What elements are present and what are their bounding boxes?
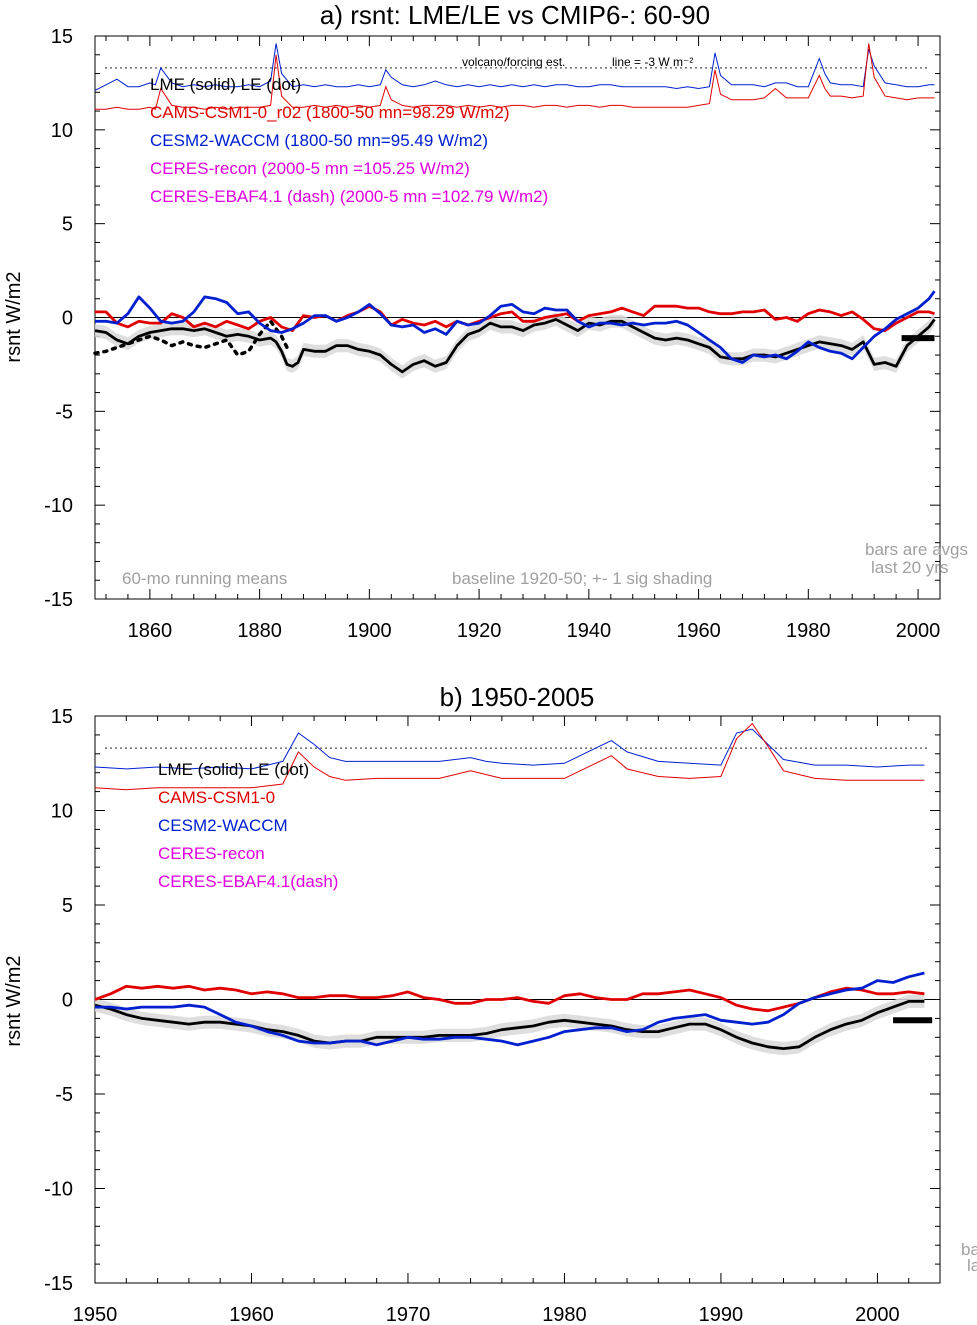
panel-b-series-lme-solid- (94, 1000, 925, 1050)
panel-a-legend-3: CERES-recon (2000-5 mn =105.25 W/m2) (150, 159, 470, 178)
panel-b-xtick-label: 1980 (542, 1304, 587, 1325)
panel-b-xtick-label: 1990 (699, 1304, 744, 1325)
panel-b-legend-2: CESM2-WACCM (158, 816, 288, 835)
panel-a-ytick-label: -5 (55, 401, 73, 423)
panel-a-xtick-label: 1920 (457, 620, 502, 642)
panel-a-running-note: 60-mo running means (122, 569, 287, 588)
panel-b-series-cams-csm1-0-forcing (94, 722, 925, 791)
panel-a-ytick-label: 0 (62, 308, 73, 330)
panel-b-series-cesm2-waccm-forcing (94, 728, 925, 770)
panel-a-legend-2: CESM2-WACCM (1800-50 mn=95.49 W/m2) (150, 131, 488, 150)
panel-b-xtick-label: 1970 (386, 1304, 431, 1325)
panel-a-ylabel: rsnt W/m2 (3, 271, 25, 362)
panel-b-ytick-label: -5 (55, 1084, 73, 1106)
panel-a-series-cesm2-waccm-forcing (94, 43, 935, 91)
panel-a-series-cams-csm1-0-forcing (95, 43, 935, 110)
panel-b-ytick-label: 5 (62, 895, 73, 917)
panel-b-ytick-label: -15 (44, 1273, 73, 1295)
panel-a-title: a) rsnt: LME/LE vs CMIP6-: 60-90 (320, 0, 710, 30)
panel-a-xtick-label: 1980 (786, 620, 831, 642)
panel-a-series-cams-csm1-0-r02 (95, 304, 935, 332)
panel-b-ytick-label: 0 (62, 990, 73, 1012)
panel-a-legend-4: CERES-EBAF4.1 (dash) (2000-5 mn =102.79 … (150, 187, 548, 206)
panel-a-xtick-label: 1960 (676, 620, 721, 642)
panel-b-ytick-label: -10 (44, 1179, 73, 1201)
panel-a-ytick-label: 5 (62, 214, 73, 236)
panel-a-xtick-label: 1860 (128, 620, 173, 642)
panel-a-legend-0: LME (solid) LE (dot) (150, 75, 301, 94)
panel-b-xtick-label: 2000 (855, 1304, 900, 1325)
panel-b: b) 1950-2005 rsnt W/m2 15 10 5 0 -5 -10 -15195… (3, 682, 977, 1325)
panel-b-title: b) 1950-2005 (440, 682, 595, 712)
panel-b-xtick-label: 1950 (73, 1304, 118, 1325)
panel-a-xtick-label: 1940 (567, 620, 612, 642)
panel-a-xtick-label: 1900 (347, 620, 392, 642)
panel-b-series-cesm2-waccm (95, 971, 925, 1047)
panel-b-bars-note-1: ba (961, 1240, 977, 1259)
panel-a-baseline-note: baseline 1920-50; +- 1 sig shading (452, 569, 712, 588)
panel-b-ytick-label: 10 (51, 801, 73, 823)
panel-b-legend-1: CAMS-CSM1-0 (158, 788, 275, 807)
panel-a-ytick-label: 15 (51, 26, 73, 48)
panel-b-legend-3: CERES-recon (158, 844, 265, 863)
panel-b-legend-4: CERES-EBAF4.1(dash) (158, 872, 338, 891)
panel-a-line-scale-note: line = -3 W m⁻² (612, 55, 693, 69)
panel-a-bars-note-2: last 20 yrs (871, 558, 948, 577)
panel-a-plot-area: 15 10 5 0 -5 -10 -15 1860 1880 1900 1920 1940 1960 19… (44, 26, 941, 642)
panel-a-series-le-dot- (93, 319, 289, 357)
panel-a-ytick-label: -15 (44, 589, 73, 611)
panel-b-ytick-label: 15 (51, 706, 73, 728)
panel-a-xtick-label: 2000 (896, 620, 941, 642)
panel-a-xtick-label: 1880 (237, 620, 282, 642)
panel-b-legend-0: LME (solid) LE (dot) (158, 760, 309, 779)
panel-a-series-lme-solid- (94, 318, 936, 374)
panel-b-series-cams-csm1-0 (94, 984, 925, 1013)
panel-a-volcano-note: volcano/forcing est. (462, 55, 565, 69)
panel-a-sigma-shading (95, 312, 935, 379)
panel-a-bars-note-1: bars are avgs (865, 540, 968, 559)
panel-b-bars-note-2: la (967, 1256, 977, 1275)
panel-b-ylabel: rsnt W/m2 (3, 955, 25, 1046)
panel-a-legend-1: CAMS-CSM1-0_r02 (1800-50 mn=98.29 W/m2) (150, 103, 510, 122)
panel-b-xtick-label: 1960 (229, 1304, 274, 1325)
panel-a-ytick-label: 10 (51, 120, 73, 142)
panel-a: a) rsnt: LME/LE vs CMIP6-: 60-90 rsnt W/… (3, 0, 968, 642)
panel-a-ytick-label: -10 (44, 495, 73, 517)
panel-a-series-cesm2-waccm (95, 290, 936, 364)
